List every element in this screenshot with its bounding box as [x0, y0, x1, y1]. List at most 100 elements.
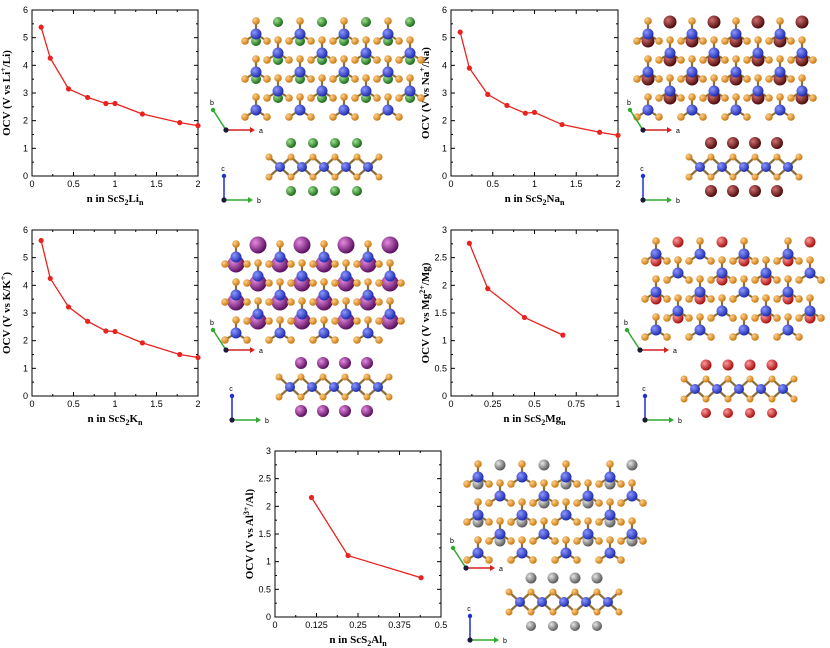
s-atom [342, 297, 350, 305]
axis-letter: b [678, 418, 682, 425]
y-tick-label: 1 [442, 336, 447, 346]
side-view-li [265, 138, 383, 196]
s-atom [787, 113, 795, 121]
s-atom [395, 113, 403, 121]
axes-indicator-na-top: ab [627, 100, 680, 135]
s-atom [351, 94, 359, 102]
ion-atom [308, 138, 318, 148]
s-atom [721, 94, 729, 102]
sc-atom [363, 162, 373, 172]
s-atom [351, 37, 359, 45]
sc-atom [382, 28, 394, 40]
sc-atom [672, 267, 684, 279]
ion-atom [361, 357, 373, 369]
sc-atom [581, 597, 591, 607]
s-atom [746, 395, 754, 403]
ion-atom [317, 357, 329, 369]
data-point [560, 332, 566, 338]
s-atom [751, 276, 759, 284]
ion-atom [547, 572, 559, 584]
s-atom [707, 314, 715, 322]
x-axis-label: n in ScS2Lin [87, 193, 144, 207]
sc-atom [760, 305, 772, 317]
s-atom [765, 37, 773, 45]
s-atom [721, 75, 729, 83]
sc-atom [672, 305, 684, 317]
sc-atom [360, 47, 372, 59]
s-atom [549, 588, 557, 596]
s-atom [790, 395, 798, 403]
y-tick-label: 0 [23, 391, 28, 401]
axis-letter: b [257, 198, 261, 205]
s-atom [721, 56, 729, 64]
ion-atom [591, 572, 603, 584]
ion-atom [722, 359, 734, 371]
s-atom [243, 317, 251, 325]
s-atom [331, 298, 339, 306]
sc-atom [782, 248, 794, 260]
s-atom [696, 275, 704, 283]
x-axis-label: n in ScS2Kn [88, 413, 143, 427]
s-atom [729, 314, 737, 322]
s-atom [296, 17, 304, 25]
s-atom [571, 588, 579, 596]
s-atom [529, 537, 537, 545]
sc-atom [604, 547, 616, 559]
ion-atom [317, 405, 329, 417]
s-atom [765, 75, 773, 83]
sc-atom [316, 85, 328, 97]
s-atom [351, 75, 359, 83]
s-atom [340, 93, 348, 101]
sc-atom [708, 85, 720, 97]
y-tick-label: 3 [442, 88, 447, 98]
data-point [103, 328, 109, 334]
y-tick-label: 4 [23, 280, 28, 290]
axes-indicator-mg-side: bc [642, 386, 682, 425]
s-atom [221, 260, 229, 268]
data-point [457, 29, 463, 35]
s-atom [309, 317, 317, 325]
s-atom [254, 259, 262, 267]
ion-atom [705, 137, 717, 149]
s-atom [707, 333, 715, 341]
s-atom [384, 17, 392, 25]
ion-atom [751, 15, 765, 29]
ion-atom [361, 17, 371, 27]
axes-origin [229, 417, 235, 423]
s-atom [641, 295, 649, 303]
s-atom [331, 260, 339, 268]
sc-atom [472, 509, 484, 521]
s-atom [743, 37, 751, 45]
y-tick-label: 0 [442, 391, 447, 401]
s-atom [518, 498, 526, 506]
s-atom [639, 537, 647, 545]
s-atom [265, 298, 273, 306]
s-atom [724, 375, 732, 383]
s-atom [663, 333, 671, 341]
ion-atom [705, 185, 717, 197]
x-tick-label: 0.125 [305, 620, 328, 630]
s-atom [309, 153, 317, 161]
s-atom [573, 480, 581, 488]
s-atom [265, 260, 273, 268]
s-atom [507, 499, 515, 507]
s-atom [397, 279, 405, 287]
s-atom [285, 75, 293, 83]
s-atom [573, 537, 581, 545]
top-view-li [241, 17, 425, 121]
y-tick-label: 3 [442, 225, 447, 235]
sc-atom [472, 471, 484, 483]
sc-atom [739, 162, 749, 172]
data-point [195, 354, 201, 361]
sc-atom [516, 471, 528, 483]
sc-atom [734, 384, 744, 394]
axes-indicator-k-side: bc [229, 386, 269, 425]
top-view-al [463, 459, 647, 564]
s-atom [562, 460, 570, 468]
y-tick-label: 3 [23, 88, 28, 98]
s-atom [265, 317, 273, 325]
s-atom [666, 74, 674, 82]
sc-atom [604, 471, 616, 483]
